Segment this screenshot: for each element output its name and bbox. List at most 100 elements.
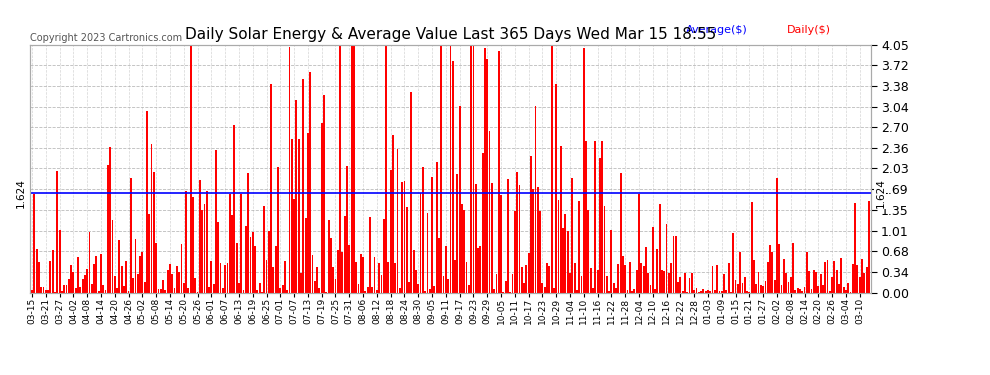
Bar [479, 246, 481, 292]
Bar [408, 282, 410, 292]
Bar [489, 131, 490, 292]
Bar [162, 280, 164, 292]
Bar [387, 262, 389, 292]
Bar [383, 219, 385, 292]
Bar [804, 287, 806, 292]
Bar [353, 45, 354, 292]
Bar [438, 238, 440, 292]
Bar [851, 264, 853, 292]
Bar [238, 282, 240, 292]
Bar [348, 245, 350, 292]
Bar [521, 267, 523, 292]
Bar [656, 249, 658, 292]
Bar [342, 252, 344, 292]
Bar [286, 290, 288, 292]
Bar [644, 247, 646, 292]
Bar [91, 284, 93, 292]
Bar [548, 266, 550, 292]
Bar [482, 153, 483, 292]
Bar [484, 48, 486, 292]
Bar [502, 291, 504, 292]
Bar [742, 283, 743, 292]
Bar [726, 290, 728, 292]
Bar [105, 290, 107, 292]
Bar [144, 282, 146, 292]
Bar [272, 267, 274, 292]
Bar [606, 276, 608, 292]
Bar [187, 288, 189, 292]
Bar [564, 214, 566, 292]
Bar [743, 276, 745, 292]
Bar [762, 286, 764, 292]
Bar [618, 264, 619, 292]
Bar [243, 290, 245, 292]
Bar [458, 106, 460, 292]
Bar [371, 286, 373, 292]
Bar [769, 245, 771, 292]
Bar [629, 261, 631, 292]
Bar [447, 279, 449, 292]
Bar [321, 123, 323, 292]
Bar [369, 217, 371, 292]
Bar [335, 279, 337, 292]
Bar [72, 272, 74, 292]
Bar [719, 291, 721, 292]
Bar [254, 246, 256, 292]
Bar [121, 266, 123, 292]
Bar [75, 288, 76, 292]
Bar [705, 291, 707, 292]
Bar [757, 272, 759, 292]
Bar [390, 170, 392, 292]
Bar [604, 206, 606, 292]
Bar [330, 238, 332, 292]
Bar [845, 290, 846, 292]
Bar [366, 286, 368, 292]
Bar [507, 179, 509, 292]
Bar [597, 270, 599, 292]
Bar [580, 276, 582, 292]
Bar [735, 280, 737, 292]
Bar [827, 260, 829, 292]
Bar [176, 266, 178, 292]
Bar [152, 172, 154, 292]
Bar [822, 285, 824, 292]
Bar [670, 263, 672, 292]
Bar [493, 289, 495, 292]
Bar [289, 48, 290, 292]
Bar [357, 284, 359, 292]
Bar [847, 284, 849, 292]
Bar [461, 204, 463, 292]
Bar [583, 48, 585, 292]
Bar [776, 178, 778, 292]
Bar [137, 274, 139, 292]
Bar [48, 290, 50, 292]
Bar [792, 243, 794, 292]
Bar [636, 270, 638, 292]
Bar [454, 260, 456, 292]
Bar [88, 232, 90, 292]
Bar [340, 45, 341, 292]
Bar [771, 252, 773, 292]
Bar [275, 246, 276, 292]
Bar [651, 226, 653, 292]
Bar [658, 204, 660, 292]
Bar [571, 178, 573, 292]
Bar [665, 224, 667, 292]
Bar [249, 237, 251, 292]
Bar [231, 215, 233, 292]
Bar [319, 288, 321, 292]
Bar [130, 178, 132, 292]
Bar [305, 218, 307, 292]
Bar [173, 288, 175, 292]
Bar [470, 45, 472, 292]
Bar [834, 261, 836, 292]
Bar [519, 185, 521, 292]
Bar [61, 291, 62, 292]
Bar [429, 290, 431, 292]
Bar [248, 173, 249, 292]
Bar [150, 144, 152, 292]
Bar [41, 287, 43, 292]
Bar [567, 231, 568, 292]
Bar [555, 84, 557, 292]
Bar [337, 250, 339, 292]
